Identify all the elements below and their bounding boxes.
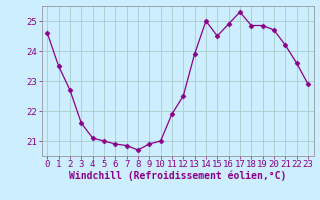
X-axis label: Windchill (Refroidissement éolien,°C): Windchill (Refroidissement éolien,°C) [69,171,286,181]
